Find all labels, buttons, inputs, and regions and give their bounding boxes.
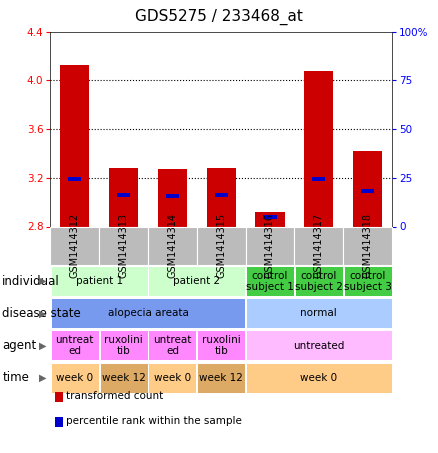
Text: patient 2: patient 2	[173, 276, 220, 286]
Bar	[263, 215, 276, 219]
Bar	[312, 177, 325, 181]
Bar	[60, 65, 89, 226]
Text: ▶: ▶	[39, 373, 46, 383]
Text: control
subject 3: control subject 3	[344, 271, 392, 292]
Bar	[166, 194, 179, 198]
Text: agent: agent	[2, 339, 36, 352]
Text: alopecia areata: alopecia areata	[108, 308, 188, 318]
Bar	[255, 212, 285, 226]
Bar	[117, 193, 130, 197]
Text: untreat
ed: untreat ed	[153, 335, 191, 356]
Text: week 12: week 12	[102, 373, 145, 383]
Bar	[68, 177, 81, 181]
Bar	[158, 169, 187, 226]
Text: week 0: week 0	[154, 373, 191, 383]
Bar	[304, 71, 333, 226]
Text: ▶: ▶	[39, 341, 46, 351]
Bar	[207, 168, 236, 226]
Text: transformed count: transformed count	[66, 391, 163, 401]
Text: ruxolini
tib: ruxolini tib	[202, 335, 240, 356]
Text: disease state: disease state	[2, 307, 81, 320]
Text: GDS5275 / 233468_at: GDS5275 / 233468_at	[135, 9, 303, 25]
Bar	[361, 189, 374, 193]
Text: GSM1414313: GSM1414313	[119, 213, 129, 278]
Text: GSM1414318: GSM1414318	[363, 213, 373, 278]
Text: individual: individual	[2, 275, 60, 288]
Text: GSM1414317: GSM1414317	[314, 213, 324, 278]
Bar	[353, 151, 382, 226]
Text: control
subject 1: control subject 1	[246, 271, 294, 292]
Text: patient 1: patient 1	[76, 276, 123, 286]
Text: control
subject 2: control subject 2	[295, 271, 343, 292]
Text: GSM1414316: GSM1414316	[265, 213, 275, 278]
Text: week 12: week 12	[199, 373, 243, 383]
Text: week 0: week 0	[300, 373, 337, 383]
Text: time: time	[2, 371, 29, 385]
Text: ruxolini
tib: ruxolini tib	[104, 335, 143, 356]
Text: GSM1414314: GSM1414314	[167, 213, 177, 278]
Text: GSM1414315: GSM1414315	[216, 213, 226, 278]
Text: GSM1414312: GSM1414312	[70, 213, 80, 278]
Text: percentile rank within the sample: percentile rank within the sample	[66, 416, 242, 426]
Text: ▶: ▶	[39, 276, 46, 286]
Text: untreated: untreated	[293, 341, 345, 351]
Text: untreat
ed: untreat ed	[56, 335, 94, 356]
Text: normal: normal	[300, 308, 337, 318]
Bar	[215, 193, 228, 197]
Bar	[109, 168, 138, 226]
Text: ▶: ▶	[39, 308, 46, 318]
Text: week 0: week 0	[56, 373, 93, 383]
